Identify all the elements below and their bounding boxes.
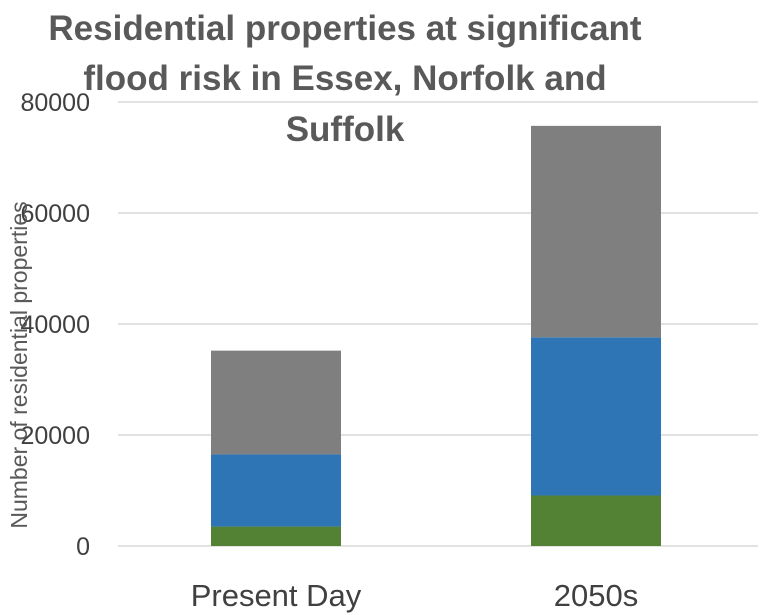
y-axis-title: Number of residential properties	[6, 201, 32, 528]
chart-title: Residential properties at significant fl…	[48, 9, 642, 149]
chart-title-line-3: Suffolk	[286, 110, 405, 149]
bar-segment	[211, 454, 341, 527]
y-tick-label: 40000	[20, 311, 90, 339]
bar-segment	[531, 495, 661, 546]
bar-segment	[211, 350, 341, 455]
bar-segment	[211, 526, 341, 546]
bars	[211, 125, 661, 546]
chart-title-line-1: Residential properties at significant	[48, 9, 642, 48]
y-tick-label: 0	[76, 533, 90, 561]
x-category-labels: Present Day 2050s	[191, 578, 639, 613]
y-tick-label: 80000	[20, 89, 90, 117]
x-category-label: Present Day	[191, 578, 362, 613]
bar-segment	[531, 125, 661, 338]
chart-title-line-2: flood risk in Essex, Norfolk and	[83, 59, 606, 98]
x-category-label: 2050s	[554, 578, 638, 613]
y-tick-label: 20000	[20, 422, 90, 450]
bar-segment	[531, 337, 661, 496]
y-tick-labels: 0 20000 40000 60000 80000	[20, 89, 90, 561]
y-tick-label: 60000	[20, 200, 90, 228]
